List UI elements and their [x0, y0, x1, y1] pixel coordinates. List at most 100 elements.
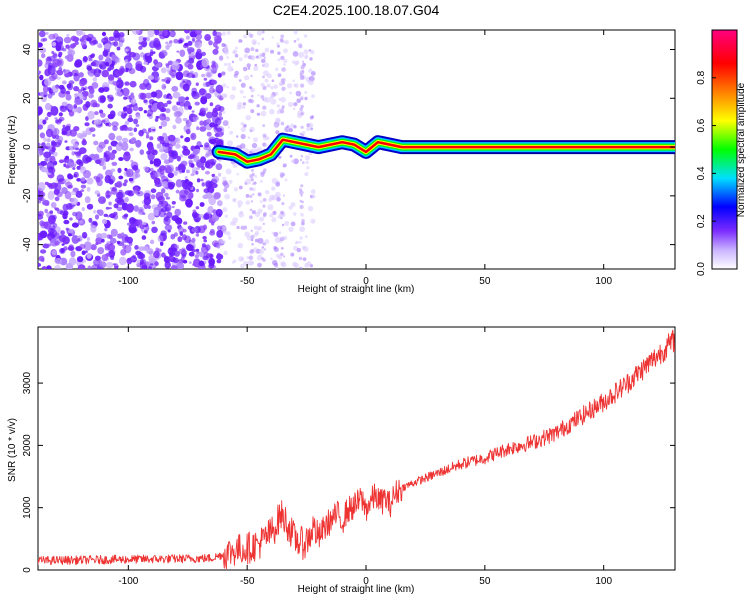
spectrogram-blob: [280, 216, 283, 220]
spectrogram-blob: [105, 206, 110, 210]
spectrogram-blob: [117, 77, 122, 81]
spectrogram-blob: [263, 70, 269, 77]
spectrogram-blob: [184, 30, 190, 34]
spectrogram-blob: [65, 90, 71, 96]
spectrogram-blob: [243, 124, 247, 128]
spectrogram-blob: [202, 194, 209, 199]
spectrogram-blob: [147, 30, 155, 38]
spectrogram-blob: [116, 69, 125, 75]
spectrogram-blob: [93, 259, 100, 266]
spectrogram-blob: [129, 147, 134, 152]
spectrogram-blob: [96, 60, 103, 66]
spectrogram-blob: [247, 67, 251, 70]
spectrogram-blob: [38, 263, 41, 267]
spectrogram-blob: [184, 235, 192, 244]
spectrogram-blob: [311, 194, 316, 199]
spectrogram-blob: [171, 85, 179, 92]
spectrogram-blob: [84, 250, 88, 254]
spectrogram-blob: [304, 54, 309, 59]
spectrogram-blob: [88, 217, 93, 223]
spectrogram-blob: [111, 186, 117, 192]
spectrogram-blob: [252, 183, 255, 185]
spectrogram-blob: [68, 104, 73, 111]
spectrogram-blob: [147, 75, 155, 81]
spectrogram-blob: [211, 64, 217, 69]
spectrogram-blob: [193, 258, 201, 268]
spectrogram-blob: [148, 145, 155, 154]
spectrogram-blob: [280, 39, 284, 43]
spectrogram-blob: [124, 120, 130, 126]
spectrogram-blob: [262, 105, 267, 110]
spectrogram-blob: [271, 231, 274, 235]
spectrogram-blob: [138, 106, 144, 112]
spectrogram-blob: [262, 204, 266, 208]
spectrogram-blob: [196, 48, 202, 54]
spectrogram-blob: [185, 198, 193, 208]
spectrogram-blob: [264, 78, 269, 83]
spectrogram-blob: [225, 168, 232, 175]
spectrogram-blob: [188, 57, 195, 64]
spectrogram-blob: [306, 127, 311, 132]
spectrogram-blob: [142, 212, 146, 216]
spectrogram-blob: [224, 62, 228, 67]
spectrogram-blob: [294, 241, 298, 245]
spectrogram-blob: [281, 202, 285, 206]
spectrogram-blob: [48, 33, 56, 40]
spectrogram-blob: [116, 180, 123, 188]
spectrogram-blob: [299, 204, 304, 210]
spectrogram-blob: [199, 144, 204, 148]
spectrogram-blob: [147, 212, 156, 221]
spectrogram-blob: [73, 143, 79, 149]
spectrogram-blob: [175, 189, 180, 194]
spectrogram-blob: [257, 192, 262, 197]
spectrogram-blob: [215, 208, 223, 217]
spectrogram-blob: [216, 200, 223, 207]
spectrogram-blob: [187, 40, 193, 46]
spectrogram-blob: [191, 91, 200, 100]
spectrogram-blob: [64, 55, 70, 60]
spectrogram-blob: [238, 79, 242, 82]
spectrogram-blob: [127, 222, 132, 226]
spectrogram-blob: [208, 40, 213, 46]
spectrogram-blob: [62, 80, 67, 85]
spectrogram-blob: [300, 194, 303, 197]
spectrogram-blob: [125, 168, 134, 178]
spectrogram-blob: [150, 167, 154, 172]
spectrogram-blob: [244, 47, 251, 54]
spectrogram-blob: [204, 161, 211, 169]
spectrogram-blob: [145, 131, 150, 135]
spectrogram-blob: [169, 30, 176, 38]
spectrogram-blob: [105, 122, 109, 127]
spectrogram-blob: [232, 217, 239, 224]
spectrogram-blob: [158, 125, 163, 129]
spectrogram-blob: [139, 149, 145, 156]
spectrogram-blob: [260, 95, 265, 99]
spectrogram-blob: [250, 229, 253, 232]
spectrogram-blob: [47, 65, 56, 76]
spectrogram-blob: [263, 56, 266, 59]
spectrogram-blob: [233, 187, 239, 192]
spectrogram-blob: [83, 241, 92, 251]
spectrogram-blob: [298, 51, 305, 58]
spectrogram-blob: [288, 205, 293, 210]
spectrogram-blob: [71, 163, 77, 168]
spectrogram-blob: [113, 41, 119, 47]
spectrogram-blob: [106, 234, 111, 239]
spectrogram-blob: [130, 159, 134, 163]
spectrogram-blob: [50, 202, 57, 208]
spectrogram-blob: [90, 224, 97, 233]
spectrogram-blob: [188, 105, 192, 110]
spectrogram-blob: [141, 235, 147, 240]
spectrogram-blob: [294, 83, 299, 88]
spectrogram-blob: [81, 86, 85, 92]
spectrogram-blob: [92, 220, 98, 225]
spectrogram-blob: [195, 170, 199, 175]
spectrogram-blob: [215, 31, 222, 38]
spectrogram-blob: [150, 239, 155, 245]
spectrogram-blob: [281, 174, 284, 177]
spectrogram-blob: [160, 153, 168, 161]
spectrogram-blob: [160, 230, 167, 236]
spectrogram-blob: [292, 60, 296, 64]
spectrogram-blob: [123, 151, 131, 162]
spectrogram-blob: [299, 236, 303, 240]
